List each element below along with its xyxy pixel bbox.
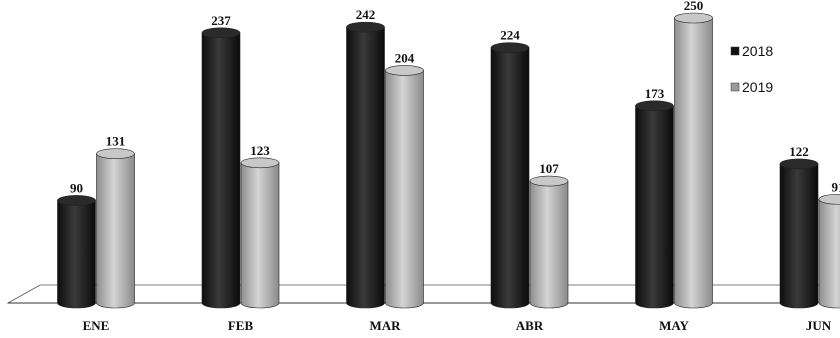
legend-swatch-2018 bbox=[730, 46, 740, 56]
category-label-mar: MAR bbox=[369, 318, 401, 333]
bar-ene-2018 bbox=[57, 195, 96, 309]
bar-feb-2019 bbox=[240, 157, 280, 309]
legend-swatch-2019 bbox=[730, 82, 740, 92]
value-label-mar-2018: 242 bbox=[356, 7, 376, 22]
bars-group bbox=[57, 12, 840, 309]
bar-may-2018 bbox=[635, 100, 674, 309]
legend-label-2019: 2019 bbox=[742, 79, 773, 95]
value-label-feb-2019: 123 bbox=[250, 143, 270, 158]
value-labels: 90 131 237 123 242 204 224 107 173 250 122 91 bbox=[70, 0, 840, 195]
bar-feb-2018 bbox=[201, 27, 241, 309]
legend-item-2019: 2019 bbox=[730, 79, 773, 95]
value-label-mar-2019: 204 bbox=[395, 50, 415, 65]
category-label-jun: JUN bbox=[806, 318, 832, 333]
value-label-abr-2019: 107 bbox=[539, 161, 559, 176]
bar-abr-2019 bbox=[529, 175, 569, 309]
bar-may-2019 bbox=[674, 12, 713, 309]
category-label-may: MAY bbox=[659, 318, 689, 333]
value-label-may-2019: 250 bbox=[684, 0, 704, 13]
value-label-jun-2018: 122 bbox=[789, 144, 809, 159]
bar-jun-2018 bbox=[779, 158, 819, 309]
legend: 2018 2019 bbox=[730, 43, 773, 95]
value-label-ene-2019: 131 bbox=[106, 134, 126, 149]
legend-label-2018: 2018 bbox=[742, 43, 773, 59]
value-label-abr-2018: 224 bbox=[500, 28, 520, 43]
legend-item-2018: 2018 bbox=[730, 43, 773, 59]
bar-jun-2019 bbox=[818, 193, 840, 309]
category-label-feb: FEB bbox=[228, 318, 254, 333]
value-label-may-2018: 173 bbox=[645, 86, 665, 101]
value-label-jun-2019: 91 bbox=[832, 179, 840, 194]
bar-mar-2018 bbox=[346, 21, 385, 309]
value-label-ene-2018: 90 bbox=[70, 180, 83, 195]
bar-mar-2019 bbox=[385, 65, 424, 309]
category-label-ene: ENE bbox=[83, 318, 110, 333]
bar-abr-2018 bbox=[490, 42, 530, 309]
value-label-feb-2018: 237 bbox=[211, 13, 231, 28]
category-label-abr: ABR bbox=[516, 318, 544, 333]
category-labels: ENE FEB MAR ABR MAY JUN bbox=[83, 318, 832, 333]
bar-ene-2019 bbox=[96, 148, 135, 309]
